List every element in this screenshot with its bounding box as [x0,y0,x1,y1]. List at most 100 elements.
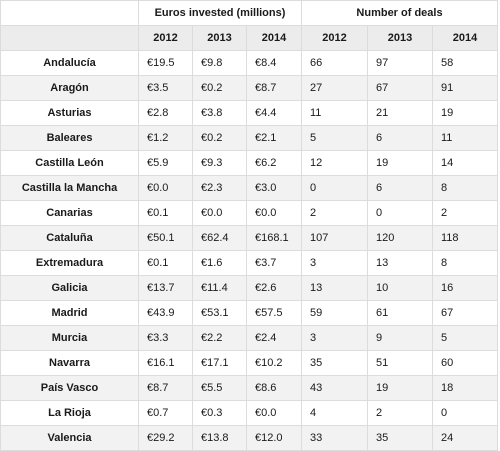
euros-cell: €3.0 [246,175,302,201]
deals-group-header: Number of deals [301,0,498,26]
euros-cell: €0.0 [138,175,193,201]
euros-cell: €8.6 [246,375,302,401]
deals-cell: 8 [432,250,498,276]
euros-cell: €5.5 [192,375,247,401]
deals-cell: 19 [367,150,433,176]
region-name: Extremadura [0,250,139,276]
euros-cell: €0.0 [192,200,247,226]
table-row: Murcia €3.3 €2.2 €2.4 3 9 5 [0,325,498,351]
table-row: Canarias €0.1 €0.0 €0.0 2 0 2 [0,200,498,226]
euros-cell: €10.2 [246,350,302,376]
deals-cell: 107 [301,225,368,251]
euros-cell: €1.2 [138,125,193,151]
deals-cell: 6 [367,175,433,201]
deals-cell: 11 [432,125,498,151]
euros-cell: €0.3 [192,400,247,426]
year-header: 2014 [432,25,498,51]
euros-cell: €0.1 [138,200,193,226]
euros-cell: €9.3 [192,150,247,176]
euros-cell: €0.0 [246,400,302,426]
deals-cell: 97 [367,50,433,76]
deals-cell: 11 [301,100,368,126]
region-name: Galicia [0,275,139,301]
deals-cell: 2 [301,200,368,226]
deals-cell: 13 [367,250,433,276]
euros-cell: €62.4 [192,225,247,251]
deals-cell: 13 [301,275,368,301]
deals-cell: 2 [432,200,498,226]
region-name: Castilla la Mancha [0,175,139,201]
euros-cell: €2.2 [192,325,247,351]
deals-cell: 18 [432,375,498,401]
deals-cell: 21 [367,100,433,126]
table-row: La Rioja €0.7 €0.3 €0.0 4 2 0 [0,400,498,426]
deals-cell: 0 [367,200,433,226]
table-row: Asturias €2.8 €3.8 €4.4 11 21 19 [0,100,498,126]
deals-cell: 118 [432,225,498,251]
table-row: Madrid €43.9 €53.1 €57.5 59 61 67 [0,300,498,326]
deals-cell: 35 [301,350,368,376]
euros-cell: €168.1 [246,225,302,251]
deals-cell: 16 [432,275,498,301]
euros-cell: €8.7 [138,375,193,401]
deals-cell: 9 [367,325,433,351]
euros-cell: €43.9 [138,300,193,326]
euros-cell: €8.7 [246,75,302,101]
euros-cell: €13.7 [138,275,193,301]
euros-cell: €0.7 [138,400,193,426]
deals-cell: 60 [432,350,498,376]
deals-cell: 5 [301,125,368,151]
region-name: Murcia [0,325,139,351]
euros-cell: €6.2 [246,150,302,176]
deals-cell: 19 [432,100,498,126]
year-header: 2013 [192,25,247,51]
euros-cell: €1.6 [192,250,247,276]
deals-cell: 19 [367,375,433,401]
euros-cell: €11.4 [192,275,247,301]
euros-group-header: Euros invested (millions) [138,0,302,26]
table-row: Andalucía €19.5 €9.8 €8.4 66 97 58 [0,50,498,76]
deals-cell: 10 [367,275,433,301]
year-header: 2013 [367,25,433,51]
deals-cell: 66 [301,50,368,76]
euros-cell: €57.5 [246,300,302,326]
euros-cell: €2.4 [246,325,302,351]
region-name: Andalucía [0,50,139,76]
deals-cell: 0 [301,175,368,201]
euros-cell: €0.2 [192,75,247,101]
deals-cell: 67 [367,75,433,101]
table-row: Castilla la Mancha €0.0 €2.3 €3.0 0 6 8 [0,175,498,201]
euros-cell: €4.4 [246,100,302,126]
region-header-blank [0,25,139,51]
deals-cell: 6 [367,125,433,151]
deals-cell: 5 [432,325,498,351]
deals-cell: 61 [367,300,433,326]
table-row: País Vasco €8.7 €5.5 €8.6 43 19 18 [0,375,498,401]
deals-cell: 8 [432,175,498,201]
deals-cell: 67 [432,300,498,326]
region-name: La Rioja [0,400,139,426]
euros-cell: €0.1 [138,250,193,276]
region-name: País Vasco [0,375,139,401]
deals-cell: 43 [301,375,368,401]
euros-cell: €2.1 [246,125,302,151]
year-header: 2012 [301,25,368,51]
euros-cell: €2.6 [246,275,302,301]
table-body: Andalucía €19.5 €9.8 €8.4 66 97 58 Aragón €3.5 €0… [0,50,498,451]
euros-cell: €50.1 [138,225,193,251]
table-row: Cataluña €50.1 €62.4 €168.1 107 120 118 [0,225,498,251]
euros-cell: €16.1 [138,350,193,376]
deals-cell: 3 [301,250,368,276]
deals-cell: 91 [432,75,498,101]
deals-cell: 0 [432,400,498,426]
deals-cell: 27 [301,75,368,101]
region-name: Asturias [0,100,139,126]
euros-cell: €19.5 [138,50,193,76]
deals-cell: 51 [367,350,433,376]
deals-cell: 14 [432,150,498,176]
table-row: Navarra €16.1 €17.1 €10.2 35 51 60 [0,350,498,376]
deals-cell: 3 [301,325,368,351]
table-row: Extremadura €0.1 €1.6 €3.7 3 13 8 [0,250,498,276]
year-header: 2014 [246,25,302,51]
